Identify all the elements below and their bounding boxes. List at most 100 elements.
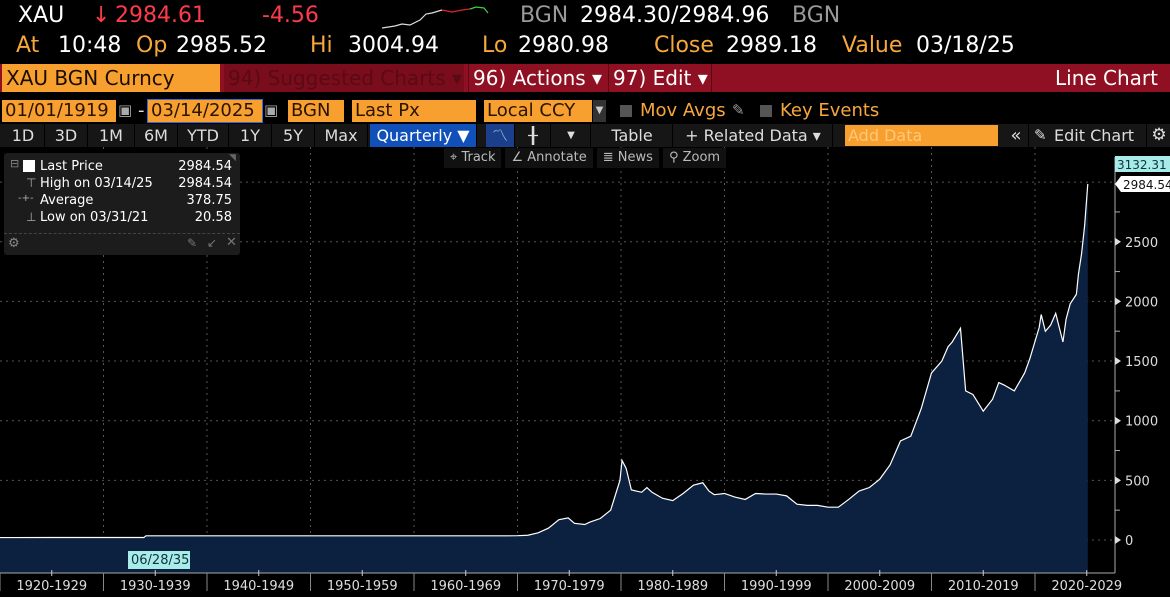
add-data-input[interactable]: Add Data	[845, 125, 998, 146]
x-tick-label: 2020-2029	[1051, 579, 1122, 594]
currency-dropdown-icon[interactable]: ▼	[593, 100, 606, 122]
pencil-icon[interactable]: ✎	[732, 101, 745, 119]
source: BGN	[520, 3, 569, 28]
actions-menu[interactable]: 96) Actions ▾	[468, 64, 606, 92]
last-value-label-bg	[1115, 175, 1170, 192]
low-marker-icon: ⊥	[26, 210, 37, 224]
legend-label: Last Price	[40, 159, 103, 174]
frequency-dropdown[interactable]: Quarterly ▼	[370, 124, 477, 147]
y-tick-marker	[1115, 536, 1121, 544]
calendar-icon[interactable]: ▣	[118, 101, 133, 119]
settings-gear-icon[interactable]: ⚙	[1148, 124, 1170, 147]
close-value: 2989.18	[726, 33, 817, 58]
legend-settings-gear-icon[interactable]: ⚙	[8, 236, 20, 251]
period-3d[interactable]: 3D	[45, 124, 88, 147]
key-events-checkbox[interactable]	[760, 105, 772, 117]
crosshair-y-label: 3132.31	[1117, 158, 1167, 172]
start-date-field[interactable]: 01/01/1919	[2, 100, 116, 122]
close-label: Close	[654, 33, 714, 58]
price-line	[0, 183, 1089, 539]
resize-grip-icon[interactable]: ◥	[229, 153, 236, 163]
field-selector[interactable]: Last Px	[352, 100, 476, 122]
annotate-icon: ∠	[511, 150, 528, 165]
edit-chart-button[interactable]: Edit Chart	[1054, 124, 1147, 147]
x-tick-label: 1920-1929	[16, 579, 87, 594]
period-ytd[interactable]: YTD	[178, 124, 229, 147]
chart-style-dropdown-icon[interactable]: ▼	[552, 124, 591, 147]
period-6m[interactable]: 6M	[135, 124, 178, 147]
last-value-label: 2984.54	[1123, 178, 1170, 192]
key-events-label[interactable]: Key Events	[780, 100, 880, 121]
line-chart-icon[interactable]: 〽	[486, 124, 515, 147]
at-label: At	[16, 33, 40, 58]
legend-label: Average	[40, 193, 94, 208]
table-button[interactable]: Table	[592, 124, 673, 147]
x-tick-label: 2000-2009	[844, 579, 915, 594]
track-tool[interactable]: ⌖ Track	[444, 148, 502, 168]
high-value: 3004.94	[348, 33, 439, 58]
currency-selector[interactable]: Local CCY	[484, 100, 592, 122]
edit-menu[interactable]: 97) Edit ▾	[608, 64, 712, 92]
zoom-tool[interactable]: ⚲ Zoom	[662, 148, 727, 168]
average-marker-icon: -+-	[18, 193, 34, 204]
date-dash: -	[138, 100, 145, 121]
period-1y[interactable]: 1Y	[229, 124, 272, 147]
legend-value: 20.58	[194, 210, 232, 225]
y-tick-marker	[1115, 416, 1121, 425]
bid-ask: 2984.30/2984.96	[580, 3, 770, 28]
collapse-tree-icon[interactable]: ⊟	[10, 157, 20, 170]
time: 10:48	[58, 33, 122, 58]
sparkline-icon	[381, 6, 489, 29]
close-icon[interactable]: ✕	[226, 235, 237, 250]
period-1m[interactable]: 1M	[88, 124, 135, 147]
calendar-icon[interactable]: ▣	[264, 101, 279, 119]
x-tick-label: 1960-1969	[430, 579, 501, 594]
x-tick-label: 1980-1989	[637, 579, 708, 594]
y-tick-label: 1000	[1125, 415, 1158, 430]
annotate-tool[interactable]: ∠ Annotate	[505, 148, 593, 168]
ohlc-bars-icon[interactable]: ╂	[516, 124, 551, 147]
chart-tools: ⌖ Track ∠ Annotate ≣ News ⚲ Zoom	[444, 148, 727, 168]
price-chart[interactable]: 0 500 1000 1500 2000 2500 1920-1929 1930-1939 19…	[0, 147, 1170, 597]
crosshair-x-label: 06/28/35	[131, 553, 189, 568]
source-2: BGN	[792, 3, 841, 28]
pin-icon[interactable]: ✎	[187, 236, 198, 250]
crosshair-y-label-bg	[1115, 156, 1170, 172]
collapse-button[interactable]: «	[1004, 124, 1029, 147]
last-price: 2984.61	[115, 3, 206, 28]
news-tool[interactable]: ≣ News	[596, 148, 659, 168]
period-5y[interactable]: 5Y	[272, 124, 315, 147]
x-tick-label: 2010-2019	[948, 579, 1019, 594]
value-date: 03/18/25	[916, 33, 1015, 58]
x-tick-label: 1950-1959	[327, 579, 398, 594]
legend-label: Low on 03/31/21	[40, 210, 149, 225]
suggested-charts-menu[interactable]: 94) Suggested Charts ▾	[224, 64, 464, 92]
related-data-button[interactable]: + Related Data ▾	[674, 124, 833, 147]
x-tick-label: 1930-1939	[120, 579, 191, 594]
x-tick-label: 1940-1949	[223, 579, 294, 594]
crosshair-x-label-bg	[128, 551, 190, 569]
down-arrow-icon: ↓	[92, 3, 111, 28]
annotate-label: Annotate	[527, 150, 587, 165]
period-1d[interactable]: 1D	[2, 124, 45, 147]
source-field[interactable]: BGN	[288, 100, 344, 122]
y-tick-label: 2500	[1125, 236, 1158, 251]
x-tick-label: 1970-1979	[534, 579, 605, 594]
mov-avgs-checkbox[interactable]	[620, 105, 632, 117]
pencil-icon: ✎	[1034, 126, 1047, 144]
security-field[interactable]: XAU BGN Curncy	[2, 64, 220, 92]
open-value: 2985.52	[176, 33, 267, 58]
magnifier-icon: ⚲	[668, 150, 683, 165]
legend-row-last-price: Last Price 2984.54	[40, 158, 232, 175]
y-tick-marker	[1115, 237, 1121, 246]
mov-avgs-label[interactable]: Mov Avgs	[640, 100, 726, 121]
minimize-icon[interactable]: ↙	[207, 236, 218, 250]
track-label: Track	[461, 150, 496, 165]
end-date-field[interactable]: 03/14/2025	[147, 99, 263, 123]
legend-panel[interactable]: ◥ ⊟ Last Price 2984.54 ⊤ High on 03/14/25…	[4, 153, 240, 255]
high-marker-icon: ⊤	[26, 176, 37, 190]
zoom-label: Zoom	[682, 150, 721, 165]
legend-row-low: Low on 03/31/21 20.58	[40, 209, 232, 226]
y-tick-marker	[1115, 357, 1121, 366]
period-max[interactable]: Max	[315, 124, 368, 147]
